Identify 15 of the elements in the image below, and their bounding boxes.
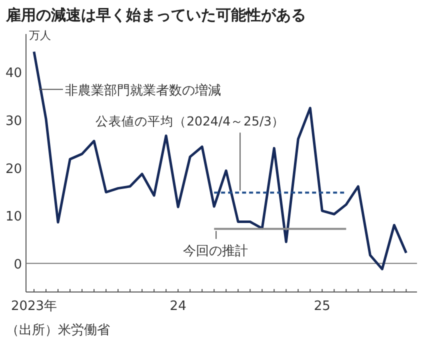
y-tick-label: 20 <box>5 162 22 177</box>
y-tick-label: 10 <box>5 210 22 225</box>
line-series <box>32 50 408 270</box>
series-label: 今回の推計 <box>183 244 248 259</box>
y-tick-label: 30 <box>5 114 22 129</box>
text: （出所）米労働省 <box>6 323 110 338</box>
chart-title: 雇用の減速は早く始まっていた可能性がある <box>5 6 306 24</box>
y-axis-title: 万人 <box>29 29 51 42</box>
y-tick-label: 0 <box>14 257 22 272</box>
x-tick-label: 2023年 <box>10 299 58 314</box>
x-tick-label: 25 <box>314 299 330 314</box>
text: 公表値の平均（2024/4～25/3） <box>96 114 285 129</box>
series-label: 非農業部門就業者数の増減 <box>65 82 222 98</box>
x-tick-label: 24 <box>170 299 186 314</box>
y-tick-label: 40 <box>5 66 22 82</box>
